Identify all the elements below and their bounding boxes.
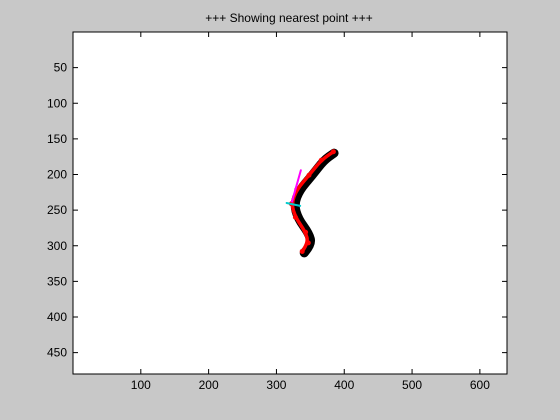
- centerline-point: [306, 172, 312, 178]
- y-tick-label: 350: [47, 274, 67, 288]
- x-tick-label: 300: [266, 378, 286, 392]
- contour-curve: [290, 148, 339, 258]
- y-tick-label: 150: [47, 132, 67, 146]
- curve-layer: [285, 148, 339, 258]
- centerline-point: [292, 214, 298, 220]
- centerline-point: [305, 240, 311, 246]
- direction-curve: [291, 169, 302, 203]
- x-tick-label: 100: [131, 378, 151, 392]
- plot-title: +++ Showing nearest point +++: [205, 11, 372, 25]
- y-tick-label: 50: [54, 61, 68, 75]
- centerline-point: [303, 229, 309, 235]
- tick-layer: 100 200 300 400 500 600 50 100 150 200 250 300 350 40…: [47, 32, 507, 392]
- x-tick-label: 400: [334, 378, 354, 392]
- centerline-point: [299, 248, 305, 254]
- x-tick-label: 600: [470, 378, 490, 392]
- y-tick-label: 450: [47, 346, 67, 360]
- y-tick-label: 100: [47, 96, 67, 110]
- y-tick-label: 300: [47, 239, 67, 253]
- y-tick-label: 250: [47, 203, 67, 217]
- y-tick-label: 200: [47, 168, 67, 182]
- centerline-point: [318, 157, 324, 163]
- x-tick-label: 200: [199, 378, 219, 392]
- nearest-curve: [285, 202, 302, 207]
- y-tick-label: 400: [47, 310, 67, 324]
- centerline-point: [330, 149, 336, 155]
- x-tick-label: 500: [402, 378, 422, 392]
